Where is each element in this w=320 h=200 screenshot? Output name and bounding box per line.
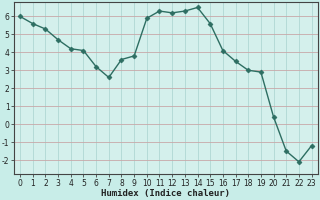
X-axis label: Humidex (Indice chaleur): Humidex (Indice chaleur) bbox=[101, 189, 230, 198]
